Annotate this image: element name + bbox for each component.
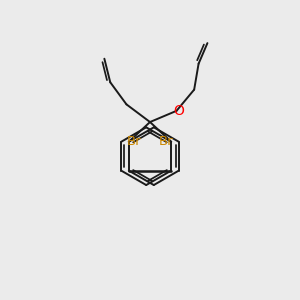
Text: Br: Br: [127, 135, 141, 148]
Text: Br: Br: [159, 135, 173, 148]
Text: O: O: [173, 104, 184, 118]
